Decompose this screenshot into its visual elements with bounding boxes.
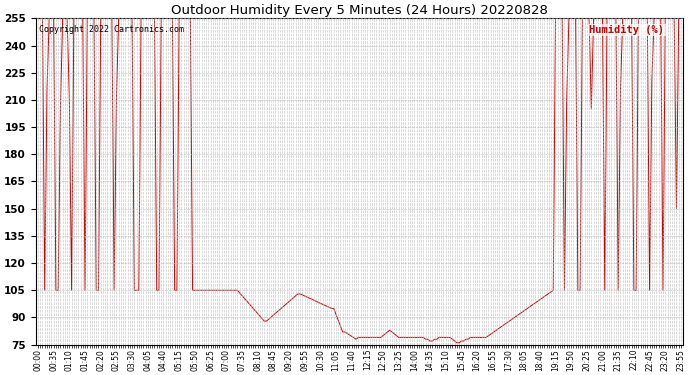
Text: Copyright 2022 Cartronics.com: Copyright 2022 Cartronics.com [39, 25, 184, 34]
Text: Humidity (%): Humidity (%) [589, 25, 664, 35]
Title: Outdoor Humidity Every 5 Minutes (24 Hours) 20220828: Outdoor Humidity Every 5 Minutes (24 Hou… [171, 4, 548, 17]
